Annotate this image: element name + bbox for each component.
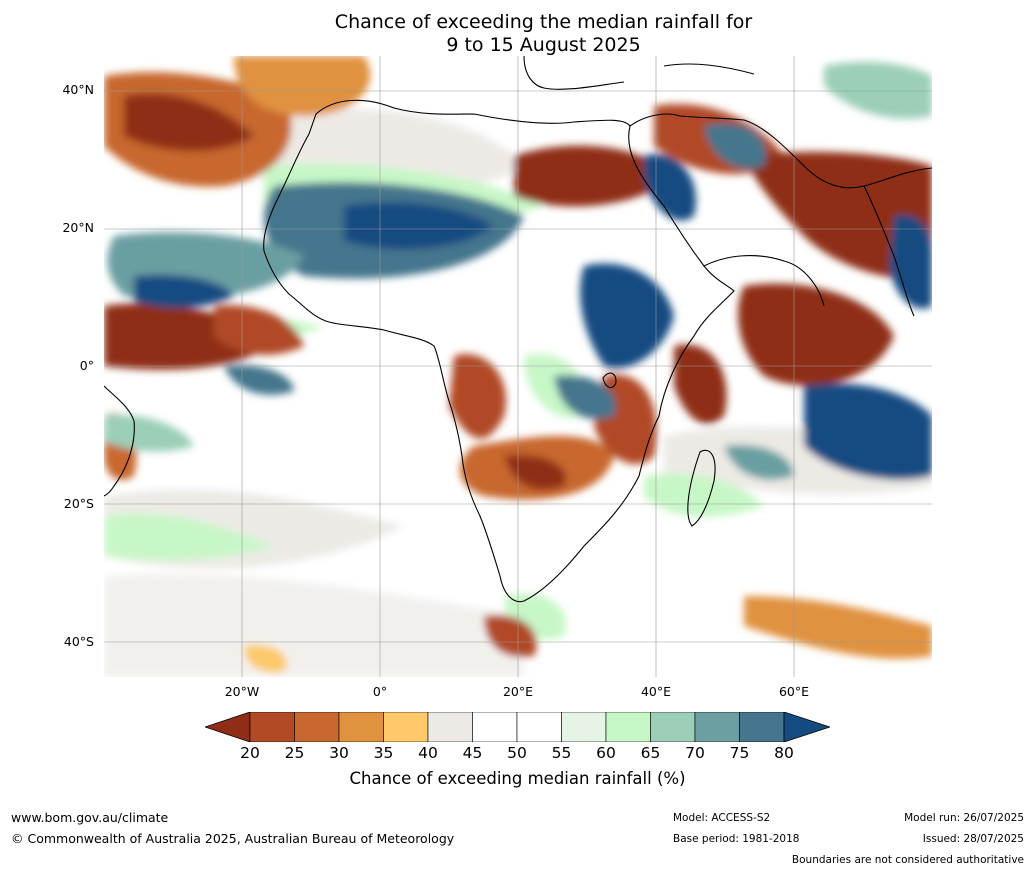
colorbar-tick-label: 70	[685, 744, 705, 762]
colorbar-label: Chance of exceeding median rainfall (%)	[349, 769, 686, 788]
colorbar-cell	[605, 712, 651, 742]
website-link[interactable]: www.bom.gov.au/climate	[11, 810, 169, 825]
colorbar-cell	[472, 712, 518, 742]
disclaimer-text: Boundaries are not considered authoritat…	[791, 854, 1024, 866]
lon-label-60e: 60°E	[778, 684, 810, 699]
colorbar-tick-label: 45	[462, 744, 483, 762]
colorbar-tick-label: 55	[551, 744, 572, 762]
rainfall-probability-map	[104, 56, 932, 677]
colorbar-cell	[694, 712, 740, 742]
colorbar-cell	[739, 712, 785, 742]
graticule	[104, 56, 932, 677]
model-run-text: Model run: 26/07/2025	[904, 812, 1024, 824]
lat-label-20n: 20°N	[62, 220, 94, 235]
colorbar-tick-label: 30	[329, 744, 349, 762]
lat-label-20s: 20°S	[63, 496, 94, 511]
base-period-text: Base period: 1981-2018	[673, 833, 800, 845]
map-title-line-2: 9 to 15 August 2025	[446, 34, 641, 56]
coastlines	[104, 56, 932, 603]
lon-label-40e: 40°E	[640, 684, 672, 699]
colorbar-tick-label: 65	[640, 744, 661, 762]
map-title-line-1: Chance of exceeding the median rainfall …	[334, 11, 753, 33]
issued-text: Issued: 28/07/2025	[922, 833, 1024, 845]
colorbar-high-arrow	[783, 712, 830, 742]
colorbar-cell	[338, 712, 384, 742]
copyright-text: © Commonwealth of Australia 2025, Austra…	[11, 831, 455, 846]
colorbar-cell	[516, 712, 562, 742]
colorbar-cell	[249, 712, 295, 742]
colorbar-tick-label: 35	[373, 744, 394, 762]
lat-label-40s: 40°S	[63, 634, 94, 649]
lon-label-20w: 20°W	[224, 684, 260, 699]
lat-label-40n: 40°N	[62, 82, 94, 97]
colorbar-cell	[427, 712, 473, 742]
colorbar-cell	[561, 712, 607, 742]
rainfall-anomaly-field	[104, 56, 932, 677]
colorbar-tick-label: 50	[507, 744, 527, 762]
map-canvas	[104, 56, 932, 677]
colorbar-tick-label: 60	[596, 744, 616, 762]
colorbar-tick-label: 20	[240, 744, 260, 762]
colorbar-tick-label: 40	[418, 744, 438, 762]
colorbar-cell	[650, 712, 696, 742]
colorbar-tick-label: 80	[774, 744, 794, 762]
colorbar-tick-label: 25	[284, 744, 305, 762]
colorbar-cell	[294, 712, 340, 742]
colorbar-tick-label: 75	[729, 744, 750, 762]
colorbar-low-arrow	[205, 712, 251, 742]
model-text: Model: ACCESS-S2	[673, 812, 771, 824]
colorbar-cell	[383, 712, 429, 742]
lon-label-20e: 20°E	[502, 684, 534, 699]
lat-label-0: 0°	[79, 358, 94, 373]
lon-label-0: 0°	[372, 684, 388, 699]
colorbar	[205, 712, 830, 742]
